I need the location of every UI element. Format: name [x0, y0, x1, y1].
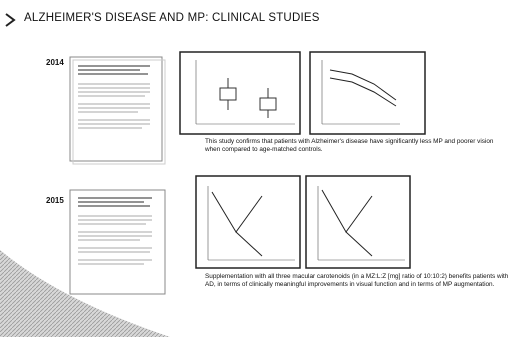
study-caption: This study confirms that patients with A… — [205, 138, 505, 154]
boxplot-thumb — [180, 52, 300, 134]
line-chart-thumb-2014 — [310, 52, 425, 134]
line-chart-thumb-2015a — [196, 176, 300, 268]
study-year: 2015 — [46, 196, 64, 205]
slide-title: ALZHEIMER'S DISEASE AND MP: CLINICAL STU… — [24, 12, 320, 24]
study-year: 2014 — [46, 58, 64, 67]
line-chart-thumb-2015b — [306, 176, 410, 268]
paper-thumb-2015 — [70, 190, 165, 294]
study-caption: Supplementation with all three macular c… — [205, 273, 510, 289]
title-icon — [6, 14, 14, 26]
paper-thumb-2014 — [70, 57, 165, 164]
slide: ALZHEIMER'S DISEASE AND MP: CLINICAL STU… — [0, 0, 513, 337]
